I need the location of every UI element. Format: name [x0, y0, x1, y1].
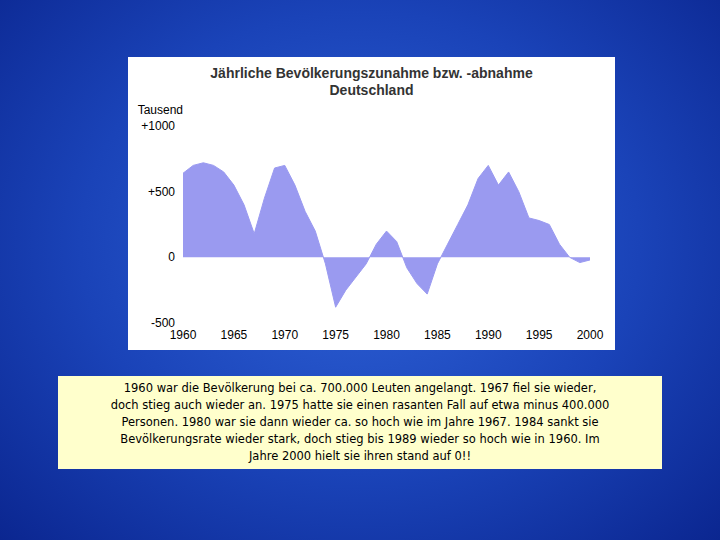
svg-text:2000: 2000 [577, 328, 604, 342]
svg-text:1960: 1960 [170, 328, 197, 342]
svg-text:1975: 1975 [322, 328, 349, 342]
svg-text:-500: -500 [151, 316, 175, 330]
html-text:Bevölkerungsrate wieder stark,: Bevölkerungsrate wieder stark, doch stie… [120, 432, 600, 446]
svg-text:1970: 1970 [271, 328, 298, 342]
svg-text:+1000: +1000 [141, 119, 175, 133]
html-text:Personen. 1980 war sie dann wi: Personen. 1980 war sie dann wieder ca. s… [121, 415, 599, 429]
svg-text:1995: 1995 [526, 328, 553, 342]
svg-text:+500: +500 [148, 185, 175, 199]
svg-text:Deutschland: Deutschland [329, 82, 413, 98]
svg-text:Jährliche Bevölkerungszunahme: Jährliche Bevölkerungszunahme bzw. -abna… [210, 65, 533, 81]
html-text:doch stieg auch wieder an. 197: doch stieg auch wieder an. 1975 hatte si… [110, 398, 610, 412]
svg-text:1985: 1985 [424, 328, 451, 342]
html-text:Jahre 2000 hielt sie ihren sta: Jahre 2000 hielt sie ihren stand auf 0!! [249, 449, 471, 463]
svg-text:0: 0 [168, 250, 175, 264]
svg-text:1980: 1980 [373, 328, 400, 342]
html-text:1960 war die Bevölkerung bei c: 1960 war die Bevölkerung bei ca. 700.000… [123, 381, 597, 395]
svg-text:1965: 1965 [221, 328, 248, 342]
svg-text:1990: 1990 [475, 328, 502, 342]
svg-text:Tausend: Tausend [138, 103, 183, 117]
